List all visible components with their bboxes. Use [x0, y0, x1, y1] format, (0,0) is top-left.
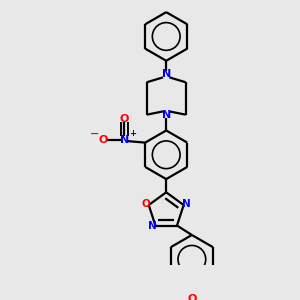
Text: O: O	[142, 200, 150, 209]
Text: O: O	[120, 114, 129, 124]
Text: +: +	[129, 129, 136, 138]
Text: N: N	[182, 200, 191, 209]
Text: −: −	[90, 129, 99, 139]
Text: O: O	[187, 294, 196, 300]
Text: O: O	[98, 135, 108, 145]
Text: N: N	[120, 135, 129, 145]
Text: N: N	[148, 221, 157, 231]
Text: N: N	[162, 69, 171, 79]
Text: N: N	[162, 110, 171, 120]
